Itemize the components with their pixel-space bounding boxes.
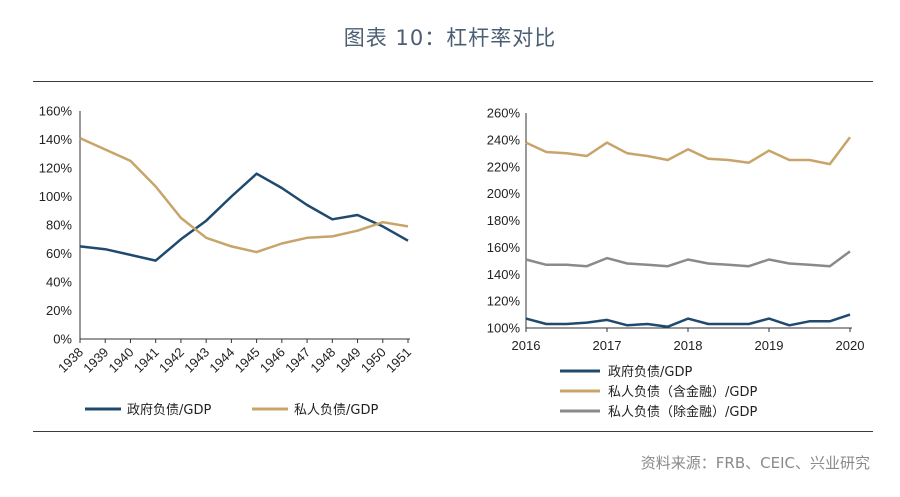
x-tick-label: 2020 (836, 338, 865, 353)
y-tick-label: 220% (487, 159, 521, 174)
y-tick-label: 80% (46, 218, 72, 233)
y-tick-label: 40% (46, 275, 72, 290)
y-tick-label: 140% (39, 132, 73, 147)
y-tick-label: 120% (487, 294, 521, 309)
bottom-rule (33, 431, 873, 432)
y-tick-label: 160% (39, 104, 73, 119)
y-tick-label: 180% (487, 213, 521, 228)
legend-label: 私人负债（含金融）/GDP (608, 384, 757, 400)
figure-title: 图表 10：杠杆率对比 (343, 26, 557, 50)
legend-label: 私人负债（除金融）/GDP (608, 404, 757, 420)
x-tick-label: 2017 (593, 338, 622, 353)
top-rule (33, 81, 873, 82)
source-note: 资料来源：FRB、CEIC、兴业研究 (640, 454, 870, 472)
x-tick-label: 2018 (674, 338, 703, 353)
x-tick-label: 2016 (512, 338, 541, 353)
series-line-private-incl-fin (525, 136, 851, 166)
series-line-gov (79, 172, 409, 262)
y-tick-label: 140% (487, 267, 521, 282)
y-tick-label: 100% (39, 189, 73, 204)
y-tick-label: 240% (487, 132, 521, 147)
y-tick-label: 100% (487, 321, 521, 336)
legend-label: 政府负债/GDP (608, 365, 692, 380)
y-tick-label: 20% (46, 303, 72, 318)
series-line-private-excl-fin (525, 250, 851, 268)
y-tick-label: 200% (487, 186, 521, 201)
y-tick-label: 120% (39, 161, 73, 176)
legend-label: 私人负债/GDP (294, 403, 378, 418)
x-tick-label: 2019 (755, 338, 784, 353)
y-tick-label: 260% (487, 106, 521, 121)
series-line-gov (525, 313, 851, 328)
y-tick-label: 160% (487, 240, 521, 255)
y-tick-label: 0% (53, 332, 72, 347)
legend-label: 政府负债/GDP (127, 403, 211, 418)
y-tick-label: 60% (46, 246, 72, 261)
series-line-private (79, 136, 409, 254)
